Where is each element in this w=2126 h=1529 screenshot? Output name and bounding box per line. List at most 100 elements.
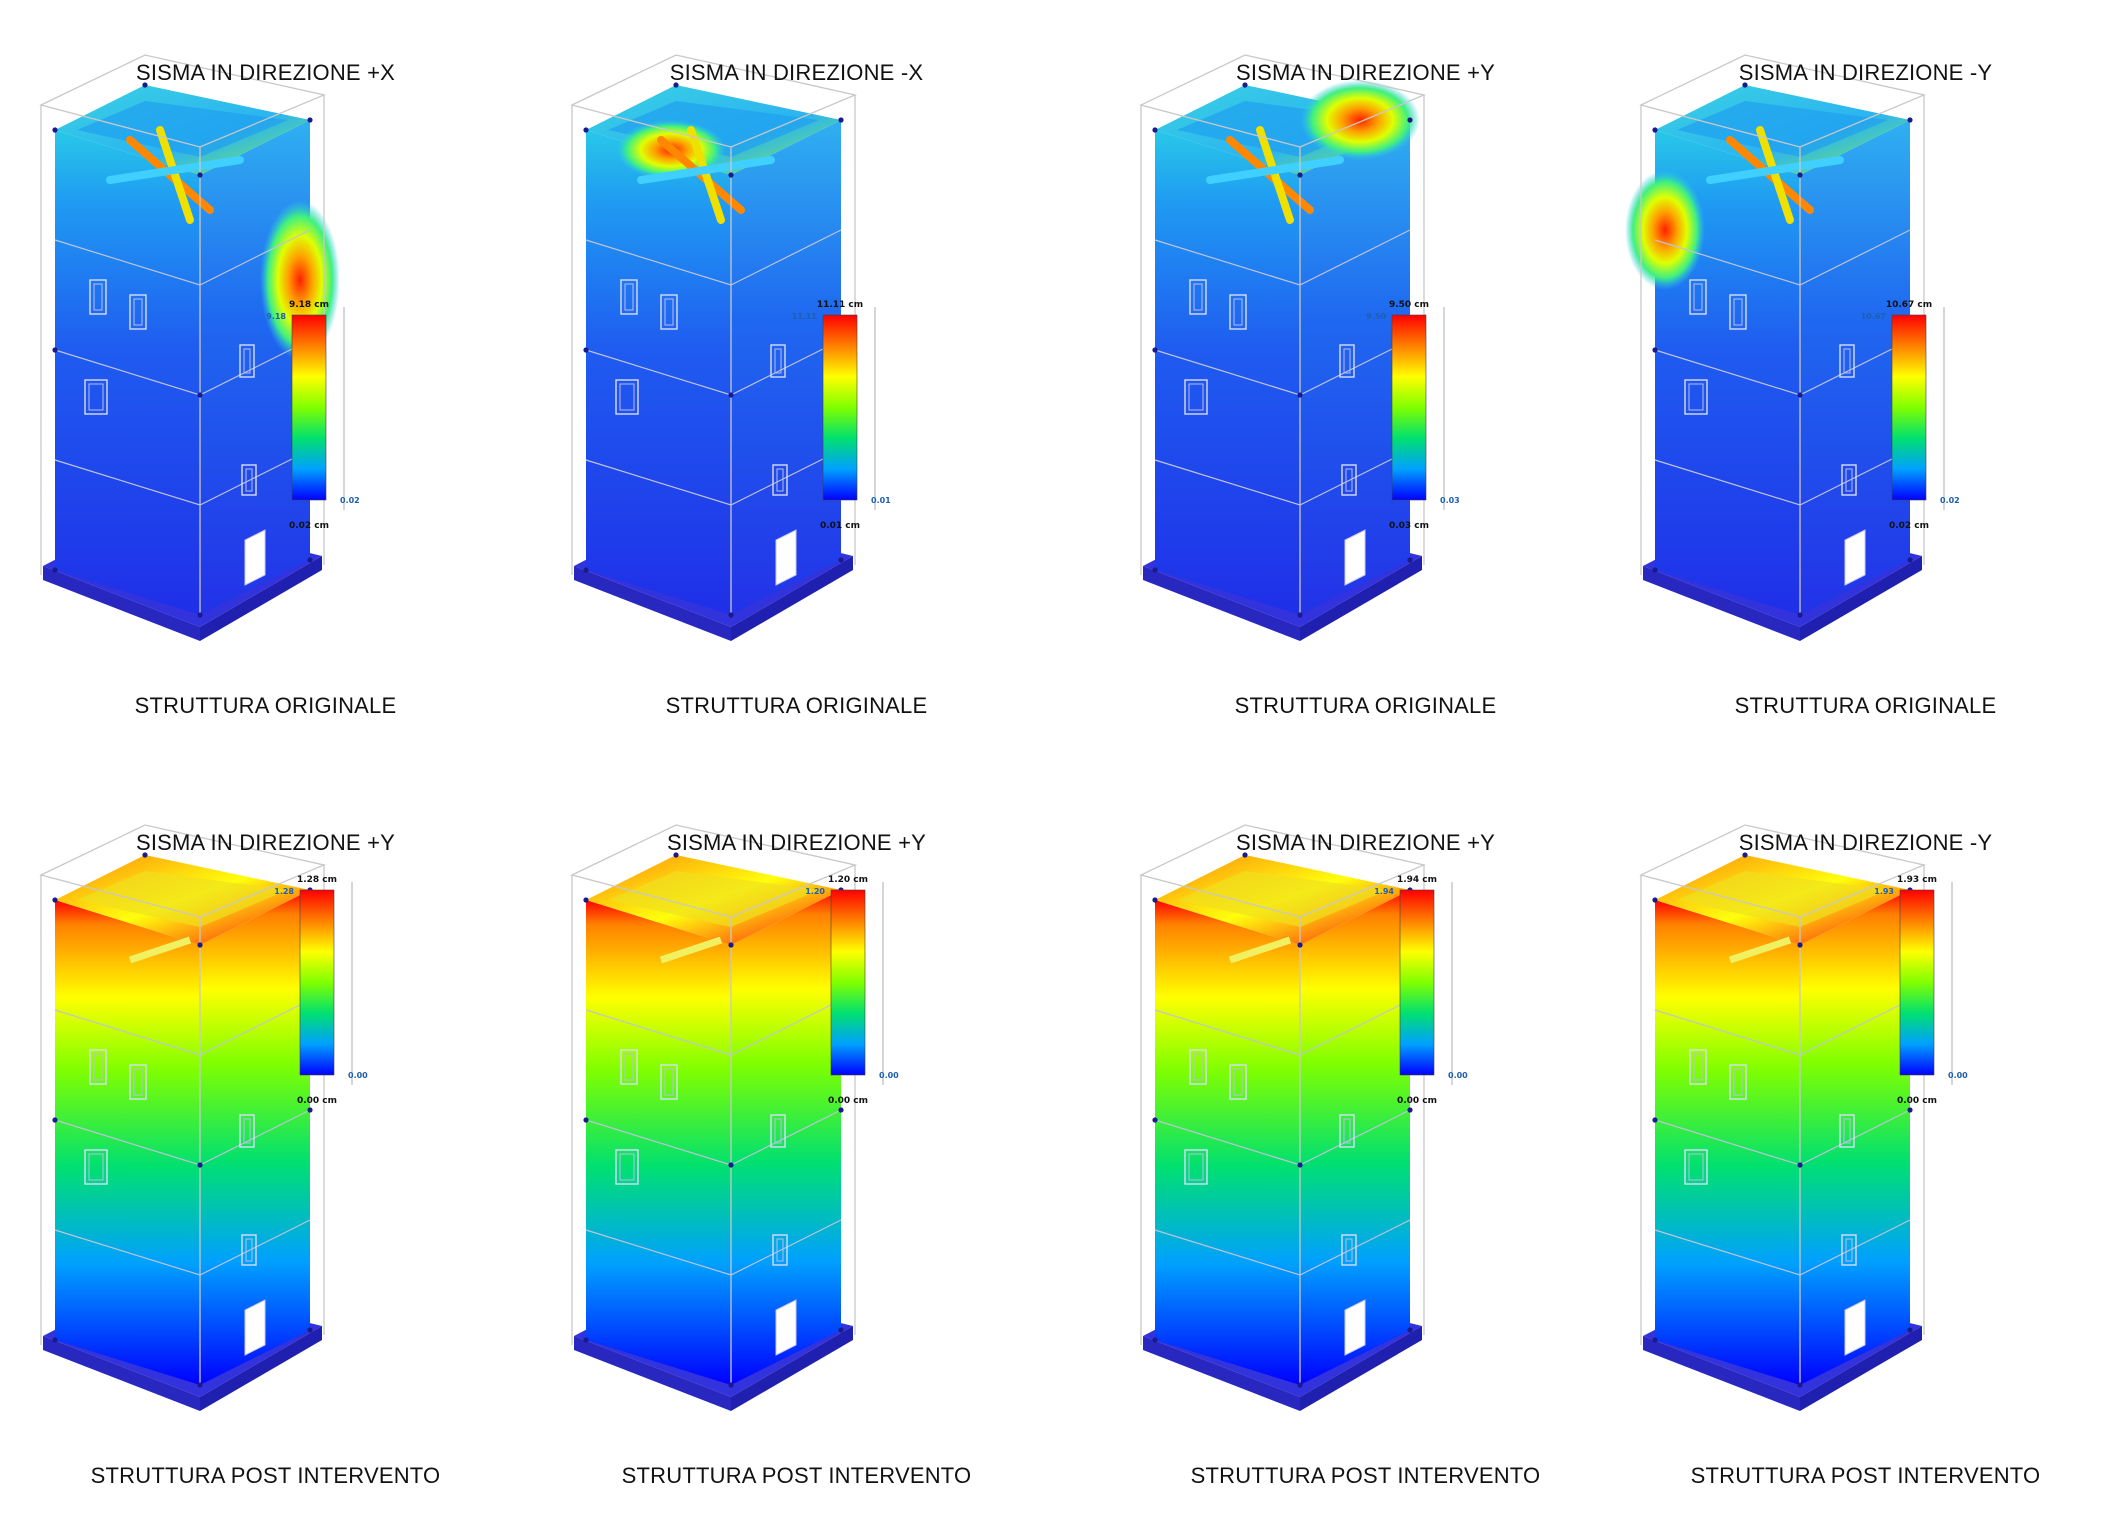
model-shape: [1188, 383, 1204, 411]
window-opening: [1689, 1049, 1707, 1085]
model-shape: [1652, 127, 1658, 133]
legend-min-label: 0.00 cm: [828, 1096, 868, 1106]
window-opening: [1729, 1064, 1747, 1100]
legend-max-label: 1.28 cm: [297, 875, 337, 885]
model-shape: [1343, 348, 1351, 374]
legend-max-value: 11.11: [792, 312, 818, 321]
model-shape: [1677, 101, 1888, 157]
window-opening: [241, 464, 257, 496]
model-shape: [128, 936, 192, 964]
model-shape: [574, 566, 731, 641]
model-shape: [728, 612, 734, 618]
door-opening: [1844, 529, 1866, 586]
panel-caption: STRUTTURA ORIGINALE: [134, 693, 397, 718]
model-shape: [1300, 556, 1422, 641]
legend-min-label: 0.00 cm: [1397, 1096, 1437, 1106]
model-shape: [1228, 936, 1292, 964]
window-opening: [1339, 344, 1355, 378]
model-shape: [731, 556, 853, 641]
panel-title: SISMA IN DIREZIONE +Y: [666, 830, 927, 855]
panel-caption: STRUTTURA ORIGINALE: [665, 693, 928, 718]
model-shape: [1733, 298, 1743, 326]
legend-min-label: 0.03 cm: [1389, 521, 1429, 531]
panel-title: SISMA IN DIREZIONE +Y: [135, 830, 396, 855]
model-shape: [43, 566, 200, 641]
model-shape: [728, 172, 734, 178]
model-shape: [1652, 1337, 1658, 1343]
model-shape: [1177, 871, 1388, 927]
window-opening: [615, 1149, 639, 1185]
model-shape: [1652, 897, 1658, 903]
window-opening: [239, 1114, 255, 1148]
model-shape: [608, 871, 819, 927]
panel-title: SISMA IN DIREZIONE -Y: [1738, 60, 1993, 85]
model-shape: [1652, 347, 1658, 353]
model-shape: [583, 127, 589, 133]
model-shape: [197, 612, 203, 618]
model-shape: [106, 156, 244, 184]
legend-max-value: 1.28: [274, 887, 294, 896]
model-shape: [1797, 172, 1803, 178]
model-shape: [583, 897, 589, 903]
model-shape: [659, 936, 723, 964]
legend-max-value: 1.20: [805, 887, 825, 896]
window-opening: [129, 1064, 147, 1100]
model-shape: [1256, 126, 1294, 224]
model-shape: [1643, 566, 1800, 641]
model-shape: [1643, 1336, 1800, 1411]
model-shape: [126, 136, 214, 214]
color-scale-bar: [1899, 889, 1935, 1076]
model-shape: [245, 1238, 253, 1262]
model-shape: [1652, 567, 1658, 573]
max-displacement-zone: [1625, 170, 1705, 290]
model-shape: [156, 126, 194, 224]
legend-min-value: 0.00: [1948, 1071, 1968, 1080]
window-opening: [89, 279, 107, 315]
color-scale-bar: [1399, 889, 1435, 1076]
legend-max-label: 9.50 cm: [1389, 300, 1429, 310]
model-shape: [619, 383, 635, 411]
legend-max-label: 10.67 cm: [1886, 300, 1932, 310]
model-shape: [307, 1327, 313, 1333]
model-shape: [608, 101, 819, 157]
tower-model-view: 1.94 cm1.94 0.00 0.00 cm: [1139, 824, 1468, 1411]
model-shape: [687, 126, 725, 224]
window-opening: [1839, 1114, 1855, 1148]
legend-max-value: 9.50: [1366, 312, 1386, 321]
window-opening: [1341, 464, 1357, 496]
model-shape: [776, 1238, 784, 1262]
model-shape: [583, 1117, 589, 1123]
model-shape: [1233, 1068, 1243, 1096]
model-shape: [731, 1326, 853, 1411]
result-panel: 11.11 cm 11.11 0.01 0.01 cm SISMA IN DIREZIO…: [531, 0, 1062, 759]
model-shape: [1297, 1382, 1303, 1388]
model-shape: [197, 392, 203, 398]
model-shape: [673, 82, 679, 88]
result-panel: 1.20 cm 1.20 0.00 0.00 cm SISMA IN DIREZIONE…: [531, 770, 1062, 1529]
model-shape: [838, 1327, 844, 1333]
color-scale-bar: [1891, 314, 1927, 501]
panel-title: SISMA IN DIREZIONE -Y: [1738, 830, 1993, 855]
model-shape: [664, 298, 674, 326]
model-shape: [307, 557, 313, 563]
model-shape: [1706, 156, 1844, 184]
legend-min-label: 0.01 cm: [820, 521, 860, 531]
model-shape: [1843, 348, 1851, 374]
color-scale-bar: [299, 889, 335, 1076]
model-shape: [88, 383, 104, 411]
panel-caption: STRUTTURA ORIGINALE: [1234, 693, 1497, 718]
model-shape: [197, 1162, 203, 1168]
model-shape: [77, 101, 288, 157]
legend-min-label: 0.02 cm: [289, 521, 329, 531]
model-shape: [1797, 942, 1803, 948]
model-shape: [624, 283, 634, 311]
model-shape: [1742, 82, 1748, 88]
model-shape: [838, 1107, 844, 1113]
model-shape: [142, 852, 148, 858]
model-shape: [1193, 283, 1203, 311]
model-shape: [774, 1118, 782, 1144]
window-opening: [1841, 1234, 1857, 1266]
model-shape: [583, 567, 589, 573]
model-shape: [1907, 1327, 1913, 1333]
window-opening: [84, 1149, 108, 1185]
